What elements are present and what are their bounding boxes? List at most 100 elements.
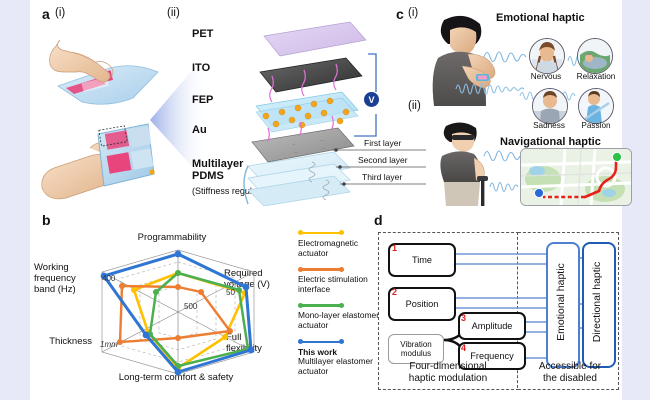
- pdms-layer-callouts: First layer Second layer Third layer: [330, 138, 430, 196]
- navigation-map[interactable]: [520, 148, 632, 206]
- vbox-directional-haptic[interactable]: [582, 242, 616, 368]
- svg-text:~: ~: [292, 142, 295, 147]
- caption-accessible: Accessible for the disabled: [522, 361, 618, 384]
- legend-label-electric-2: interface: [298, 283, 331, 294]
- legend-swatch-yellow: [298, 228, 344, 238]
- accessible-region: [518, 232, 619, 390]
- stack-label-pet: PET: [192, 28, 214, 40]
- svg-text:~: ~: [322, 146, 325, 151]
- dbox-frequency-number: 4: [461, 343, 467, 353]
- hand-holding-device-illustration: [41, 123, 155, 200]
- emotion-label-passion: Passion: [581, 121, 611, 130]
- svg-text:~: ~: [294, 150, 297, 155]
- panel-a-sub-ii: (ii): [167, 7, 180, 19]
- vibration-modulus-line2: modulus: [400, 349, 432, 358]
- legend-item-electromagnetic[interactable]: Electromagnetic actuator: [298, 228, 396, 258]
- zoom-cone: [150, 54, 206, 182]
- panel-c-sub-i: (i): [408, 7, 419, 19]
- stack-label-fep: FEP: [192, 94, 214, 106]
- dbox-time-label: Time: [411, 255, 433, 265]
- caption-four-dim-line2: haptic modulation: [408, 372, 488, 384]
- radar-tick-500: 500: [184, 302, 198, 311]
- radar-legend: Electromagnetic actuator Electric stimul…: [298, 228, 396, 382]
- dbox-amplitude-label: Amplitude: [471, 321, 513, 331]
- stack-label-au: Au: [192, 124, 207, 136]
- haptic-wave-2: [455, 82, 525, 96]
- dbox-amplitude-number: 3: [461, 313, 467, 323]
- dbox-vibration-modulus[interactable]: Vibration modulus: [388, 334, 444, 364]
- dbox-frequency[interactable]: Frequency: [458, 342, 526, 370]
- region-divider: [517, 232, 518, 388]
- panel-d-label: d: [374, 212, 383, 228]
- emotion-icon-nervous[interactable]: [529, 38, 565, 74]
- navigational-haptic-title: Navigational haptic: [500, 136, 601, 148]
- legend-swatch-green: [298, 300, 344, 310]
- vbox-emotional-haptic-label: Emotional haptic: [555, 263, 567, 341]
- panel-b-label: b: [42, 212, 51, 228]
- circuit-wiring: [354, 53, 377, 137]
- layer-stack-diagram: ~ ~ ~ ~: [243, 21, 367, 206]
- pdms-second-layer-label: Second layer: [358, 155, 408, 165]
- radar-axis-label-working-frequency: Working frequency band (Hz): [34, 262, 76, 295]
- emotion-icon-sadness[interactable]: [532, 88, 568, 124]
- dbox-time[interactable]: Time: [388, 243, 456, 277]
- legend-label-electric-1: Electric stimulation: [298, 274, 368, 285]
- emotion-label-relaxation: Relaxation: [576, 72, 616, 81]
- dbox-time-number: 1: [392, 243, 398, 253]
- person-cane-illustration: [440, 122, 488, 206]
- vibration-modulus-line1: Vibration: [400, 340, 432, 349]
- vbox-emotional-haptic[interactable]: [546, 242, 580, 368]
- panel-c-label: c: [396, 6, 404, 22]
- dbox-position[interactable]: Position: [388, 287, 456, 321]
- caption-accessible-line1: Accessible for: [538, 361, 602, 372]
- legend-item-this-work[interactable]: This work Multilayer elastomer actuator: [298, 337, 396, 377]
- panel-a-sub-i: (i): [55, 7, 66, 19]
- svg-text:~: ~: [320, 138, 323, 143]
- legend-item-electric-stimulation[interactable]: Electric stimulation interface: [298, 264, 396, 294]
- emotion-label-sadness: Sadness: [533, 121, 565, 130]
- stack-label-multilayer: Multilayer: [192, 158, 244, 170]
- legend-swatch-blue: [298, 337, 344, 347]
- dbox-position-number: 2: [392, 287, 398, 297]
- emotion-label-nervous: Nervous: [530, 72, 562, 81]
- legend-label-monolayer-1: Mono-layer elastomer: [298, 310, 379, 321]
- radar-tick-50: 50: [226, 288, 235, 297]
- navigation-wave-2: [489, 182, 519, 192]
- caption-four-dimensional: Four-dimensional haptic modulation: [380, 361, 516, 384]
- legend-label-multilayer-1: Multilayer elastomer: [298, 356, 373, 367]
- legend-swatch-orange: [298, 264, 344, 274]
- pdms-first-layer-label: First layer: [364, 138, 402, 148]
- legend-label-monolayer-2: actuator: [298, 319, 329, 330]
- radar-axis-label-programmability: Programmability: [137, 232, 207, 243]
- panel-a-label: a: [42, 6, 50, 22]
- dbox-amplitude[interactable]: Amplitude: [458, 312, 526, 340]
- figure-stage: a (i) (ii): [30, 0, 632, 400]
- voltage-badge: V: [364, 92, 379, 107]
- legend-label-electromagnetic-2: actuator: [298, 247, 329, 258]
- stiffness-regulator-note: (Stiffness regulator): [192, 186, 271, 196]
- emotion-icon-passion[interactable]: [578, 88, 614, 124]
- dbox-position-label: Position: [405, 299, 439, 309]
- radar-tick-thickness: 1mm: [100, 340, 118, 349]
- radar-tick-400: 400: [102, 274, 116, 283]
- emotional-haptic-title: Emotional haptic: [496, 12, 585, 24]
- stack-label-pdms: PDMS: [192, 170, 224, 182]
- legend-label-electromagnetic-1: Electromagnetic: [298, 238, 359, 248]
- person-wristband-illustration: [432, 15, 496, 106]
- radar-axis-label-longterm-comfort: Long-term comfort & safety: [118, 372, 234, 383]
- pdms-third-layer-label: Third layer: [362, 172, 403, 182]
- panel-c-sub-ii: (ii): [408, 100, 421, 112]
- vbox-directional-haptic-label: Directional haptic: [591, 261, 603, 343]
- radar-axis-label-full-flexibility: Full flexibility: [226, 332, 262, 354]
- radar-axis-label-thickness: Thickness: [49, 336, 92, 347]
- caption-four-dim-line1: Four-dimensional: [409, 361, 487, 372]
- stack-label-ito: ITO: [192, 62, 211, 74]
- legend-item-monolayer[interactable]: Mono-layer elastomer actuator: [298, 300, 396, 330]
- emotion-icon-relaxation[interactable]: [577, 38, 613, 74]
- dbox-frequency-label: Frequency: [470, 351, 514, 361]
- four-dim-modulation-region: [378, 232, 519, 390]
- radar-chart: [100, 249, 255, 376]
- haptic-wave-1: [483, 51, 527, 63]
- left-margin-bar: [0, 0, 30, 400]
